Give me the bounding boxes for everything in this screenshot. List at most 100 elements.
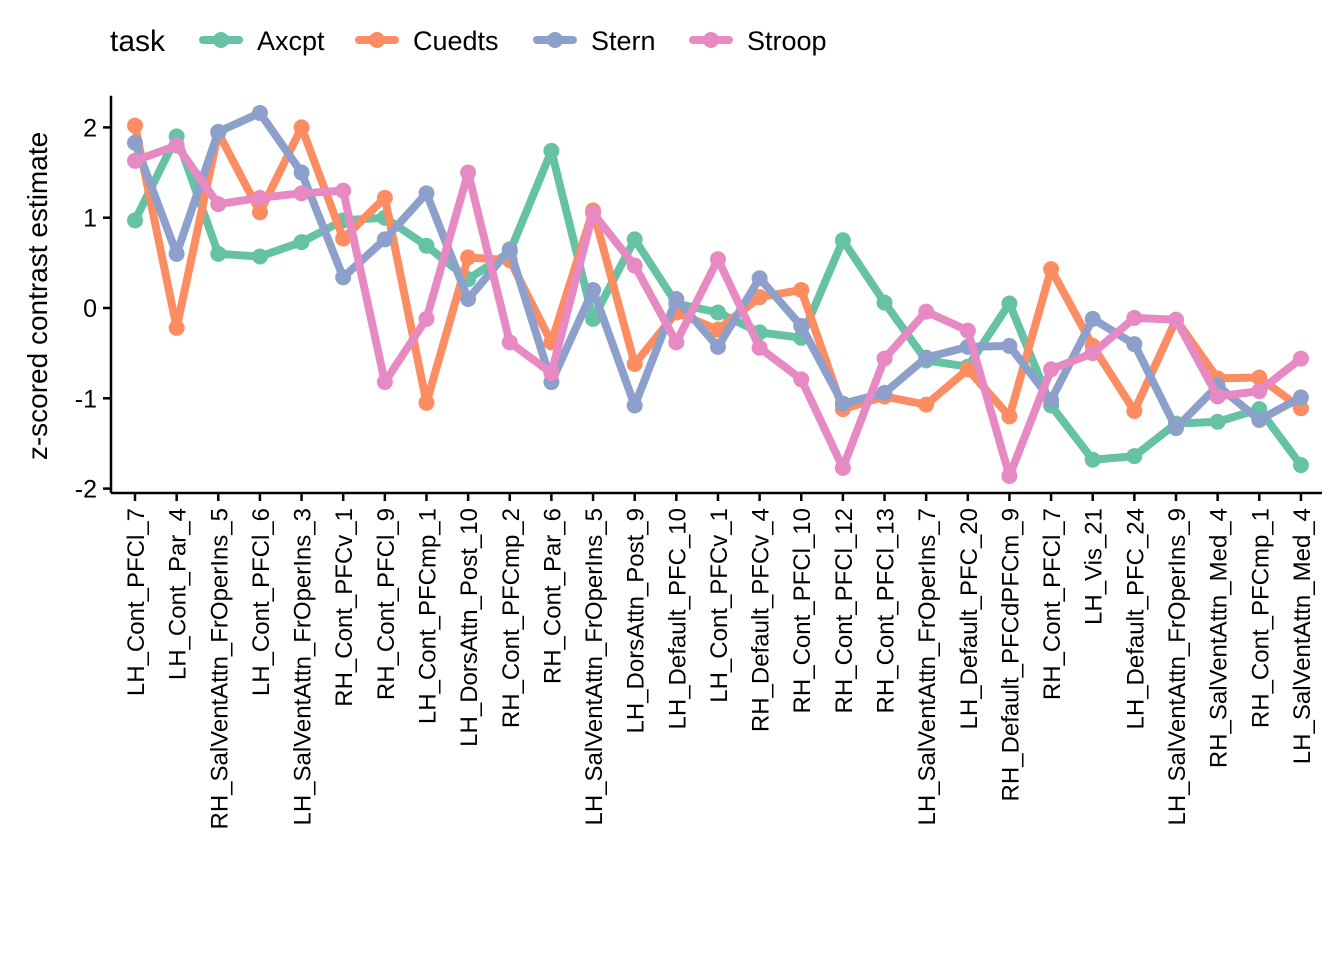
series-line: [131, 121, 1305, 421]
data-point: [709, 304, 726, 321]
data-point: [460, 290, 477, 307]
data-point: [959, 361, 976, 378]
data-point: [335, 230, 352, 247]
data-point: [418, 237, 435, 254]
data-point: [918, 349, 935, 366]
y-tick-label: 0: [83, 295, 97, 323]
series-axcpt: [127, 128, 1309, 474]
data-point: [335, 182, 352, 199]
legend-swatch-point: [369, 32, 385, 48]
legend-item-stern: Stern: [533, 26, 656, 56]
data-point: [1043, 392, 1060, 409]
data-point: [293, 185, 310, 202]
x-tick-label: RH_Cont_PFCv_1: [331, 508, 358, 707]
data-point: [168, 137, 185, 154]
data-point: [793, 281, 810, 298]
data-point: [793, 371, 810, 388]
x-tick-label: RH_SalVentAttn_FrOperIns_5: [206, 508, 233, 830]
data-point: [1126, 448, 1143, 465]
data-point: [751, 289, 768, 306]
x-tick-label: RH_Cont_PFCl_9: [373, 508, 400, 700]
data-point: [376, 374, 393, 391]
data-point: [709, 338, 726, 355]
legend-swatch-point: [547, 32, 563, 48]
x-tick-label: LH_DorsAttn_Post_10: [456, 508, 483, 747]
x-tick-label: LH_Cont_PFCv_1: [706, 508, 733, 703]
x-tick-label: LH_Cont_PFCl_6: [248, 508, 275, 696]
legend-swatch-point: [703, 32, 719, 48]
legend-label: Axcpt: [257, 26, 325, 56]
data-point: [1001, 337, 1018, 354]
legend-title: task: [110, 25, 166, 58]
x-tick-label: LH_Vis_21: [1081, 508, 1108, 625]
data-point: [834, 459, 851, 476]
data-point: [543, 142, 560, 159]
data-point: [460, 249, 477, 266]
y-tick-label: 1: [83, 205, 97, 233]
x-tick-label: LH_Default_PFC_24: [1122, 508, 1149, 729]
data-point: [1292, 350, 1309, 367]
data-point: [210, 123, 227, 140]
data-point: [585, 310, 602, 327]
data-point: [376, 189, 393, 206]
x-tick-label: LH_SalVentAttn_Med_4: [1289, 508, 1316, 764]
data-point: [376, 231, 393, 248]
data-point: [626, 231, 643, 248]
data-point: [1084, 451, 1101, 468]
legend-item-cuedts: Cuedts: [355, 26, 499, 56]
data-point: [335, 269, 352, 286]
data-point: [709, 251, 726, 268]
data-point: [293, 164, 310, 181]
data-point: [834, 395, 851, 412]
data-point: [127, 152, 143, 169]
x-tick-label: LH_SalVentAttn_FrOperIns_7: [914, 508, 941, 826]
data-point: [418, 394, 435, 411]
data-point: [127, 134, 143, 151]
data-point: [251, 189, 268, 206]
x-tick-label: LH_Default_PFC_10: [664, 508, 691, 729]
data-point: [585, 205, 602, 222]
data-point: [210, 245, 227, 262]
y-axis-label: z-scored contrast estimate: [22, 132, 53, 460]
data-point: [876, 294, 893, 311]
data-point: [626, 257, 643, 274]
x-tick-label: RH_Cont_PFCl_7: [1039, 508, 1066, 700]
data-point: [918, 396, 935, 413]
x-tick-label: RH_Cont_PFCl_13: [873, 508, 900, 713]
data-point: [168, 319, 185, 336]
y-tick-label: -1: [75, 385, 97, 413]
data-point: [460, 164, 477, 181]
data-point: [127, 117, 143, 134]
data-point: [1043, 261, 1060, 278]
y-tick-label: 2: [83, 114, 97, 142]
x-tick-label: LH_SalVentAttn_FrOperIns_9: [1164, 508, 1191, 826]
data-point: [1251, 411, 1268, 428]
x-tick-label: LH_SalVentAttn_FrOperIns_5: [581, 508, 608, 826]
data-point: [418, 185, 435, 202]
series-layer: [127, 104, 1309, 484]
legend-label: Stern: [591, 26, 656, 56]
data-point: [1209, 413, 1226, 430]
data-point: [1168, 420, 1184, 437]
data-point: [251, 204, 268, 221]
data-point: [1126, 336, 1143, 353]
x-tick-label: LH_Cont_PFCmp_1: [414, 508, 441, 724]
data-point: [834, 232, 851, 249]
x-tick-label: LH_Cont_PFCl_7: [123, 508, 150, 696]
data-point: [876, 350, 893, 367]
data-point: [876, 384, 893, 401]
data-point: [1001, 467, 1018, 484]
data-point: [501, 241, 518, 258]
data-point: [543, 365, 560, 382]
x-tick-label: LH_Cont_Par_4: [165, 508, 192, 680]
legend-item-stroop: Stroop: [689, 26, 827, 56]
data-point: [959, 322, 976, 339]
series-stroop: [127, 137, 1309, 484]
data-point: [1251, 369, 1268, 386]
x-tick-label: RH_Default_PFCdPFCm_9: [997, 508, 1024, 801]
data-point: [501, 334, 518, 351]
data-point: [293, 234, 310, 251]
x-tick-label: RH_Default_PFCv_4: [748, 508, 775, 732]
data-point: [168, 245, 185, 262]
